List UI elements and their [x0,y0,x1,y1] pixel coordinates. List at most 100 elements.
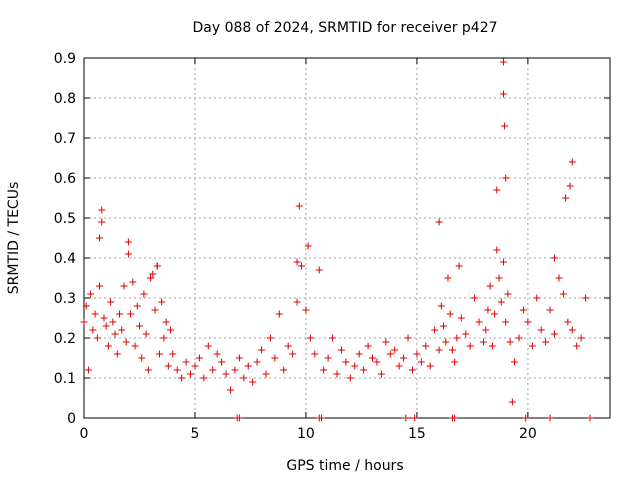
data-point [87,290,95,298]
data-point [235,354,243,362]
data-point [495,274,503,282]
data-point [482,326,490,334]
data-point [298,262,306,270]
data-point [555,274,563,282]
data-point [524,318,532,326]
data-point [537,326,545,334]
data-point [111,330,119,338]
data-point [122,338,130,346]
data-point [129,278,137,286]
data-point [404,334,412,342]
data-point [178,374,186,382]
data-point [479,338,487,346]
data-point [493,186,501,194]
data-point [142,330,150,338]
data-point [231,366,239,374]
data-point [191,362,199,370]
data-point [102,322,110,330]
data-point [568,326,576,334]
data-point [244,362,252,370]
data-point [133,302,141,310]
data-point [200,374,208,382]
data-point [249,378,257,386]
data-point [98,206,106,214]
data-point [346,374,354,382]
data-point [127,310,135,318]
data-point [284,342,292,350]
data-point [462,330,470,338]
data-point [204,342,212,350]
data-point [131,342,139,350]
data-point [167,326,175,334]
data-point [551,330,559,338]
data-point [475,318,483,326]
data-point [400,354,408,362]
data-point [528,342,536,350]
data-point [91,310,99,318]
x-axis-label: GPS time / hours [286,458,403,474]
chart-title: Day 088 of 2024, SRMTID for receiver p42… [192,20,497,36]
data-point [182,358,190,366]
data-point [280,366,288,374]
axis-ticks: 0 0.1 0.2 0.3 0.4 0.5 0.6 0.7 0.8 0.9 0 5 10 15 20 [54,51,610,442]
data-point [118,326,126,334]
data-point [435,346,443,354]
data-point [559,290,567,298]
data-point [275,310,283,318]
data-point [162,318,170,326]
data-point [499,58,507,66]
y-tick-label: 0.9 [54,51,76,67]
x-tick-label: 15 [408,426,426,442]
data-point [566,182,574,190]
data-point [364,342,372,350]
data-point [147,274,155,282]
data-point [360,366,368,374]
data-point [100,314,108,322]
data-point [457,314,465,322]
data-point [80,318,88,326]
data-point [169,350,177,358]
data-point [315,266,323,274]
data-point [586,414,594,422]
data-point [218,358,226,366]
data-point [446,310,454,318]
data-point [564,318,572,326]
data-point [104,342,112,350]
data-point [582,294,590,302]
data-point [377,370,385,378]
data-point [533,294,541,302]
data-point [140,290,148,298]
data-point [499,258,507,266]
data-point [444,274,452,282]
scatter-points [80,58,594,422]
data-point [96,282,104,290]
x-tick-label: 0 [80,426,89,442]
y-axis-label: SRMTID / TECUs [6,182,22,295]
data-point [451,414,459,422]
data-point [342,358,350,366]
data-point [386,350,394,358]
data-point [120,282,128,290]
data-point [93,334,101,342]
data-point [568,158,576,166]
data-point [324,354,332,362]
data-point [502,318,510,326]
data-point [144,366,152,374]
data-point [573,342,581,350]
data-point [109,318,117,326]
x-tick-label: 5 [191,426,200,442]
data-point [506,338,514,346]
data-point [124,250,132,258]
data-point [442,338,450,346]
data-point [497,298,505,306]
data-point [453,334,461,342]
data-point [209,366,217,374]
x-tick-label: 10 [297,426,315,442]
data-point [448,346,456,354]
data-point [577,334,585,342]
data-point [289,350,297,358]
data-point [158,298,166,306]
data-point [138,354,146,362]
data-point [153,262,161,270]
